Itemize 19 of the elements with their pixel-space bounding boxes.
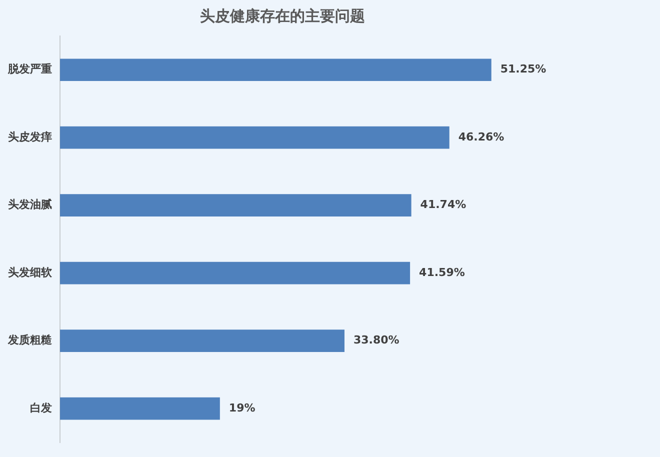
data-label: 51.25% [500,62,546,76]
bar [60,262,410,284]
data-label: 46.26% [458,130,504,144]
y-tick-label: 头发油腻 [8,198,52,212]
bar [60,330,344,352]
bar [60,58,492,82]
bar [60,126,450,149]
y-tick-label: 白发 [30,401,52,414]
y-tick-label: 脱发严重 [7,62,52,76]
data-label: 41.59% [419,266,465,279]
bar [60,194,412,217]
data-label: 41.74% [420,198,466,212]
bar [60,397,220,420]
data-label: 19% [228,401,256,414]
chart-title: 头皮健康存在的主要问题 [200,6,365,25]
y-tick-label: 发质粗糙 [7,334,53,347]
data-label: 33.80% [353,334,400,347]
y-tick-label: 头发细软 [8,266,53,279]
y-tick-label: 头皮发痒 [8,130,52,144]
